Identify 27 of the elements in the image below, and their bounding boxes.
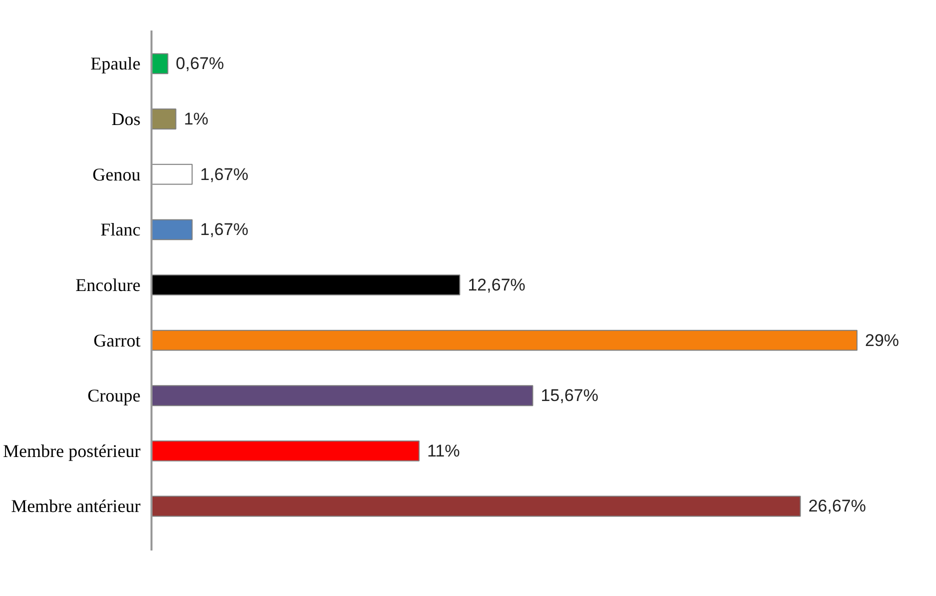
bar: [152, 274, 460, 296]
bar: [152, 440, 420, 462]
data-label: 15,67%: [540, 386, 598, 406]
data-label: 12,67%: [468, 275, 526, 294]
data-label: 1,67%: [200, 220, 248, 240]
bar: [152, 53, 168, 74]
y-tick-label: Epaule: [90, 54, 141, 74]
data-label: 1%: [184, 110, 208, 129]
data-label: 11%: [427, 441, 460, 460]
data-label: 1,67%: [200, 164, 248, 184]
bar: [152, 108, 176, 130]
bar: [152, 330, 858, 351]
data-label: 26,67%: [808, 496, 866, 516]
bar: [152, 496, 801, 517]
bar: [152, 219, 193, 240]
y-tick-label: Genou: [92, 164, 141, 184]
data-label: 29%: [865, 330, 900, 350]
y-tick-label: Membre postérieur: [3, 440, 141, 461]
y-tick-label: Membre antérieur: [11, 496, 141, 516]
y-tick-label: Encolure: [76, 274, 141, 295]
y-tick-label: Dos: [111, 109, 141, 130]
data-label: 0,67%: [176, 54, 224, 74]
bar: [152, 164, 193, 185]
y-tick-label: Garrot: [94, 330, 141, 350]
y-tick-label: Croupe: [88, 386, 141, 406]
y-tick-label: Flanc: [100, 220, 141, 240]
bar: [152, 385, 534, 406]
